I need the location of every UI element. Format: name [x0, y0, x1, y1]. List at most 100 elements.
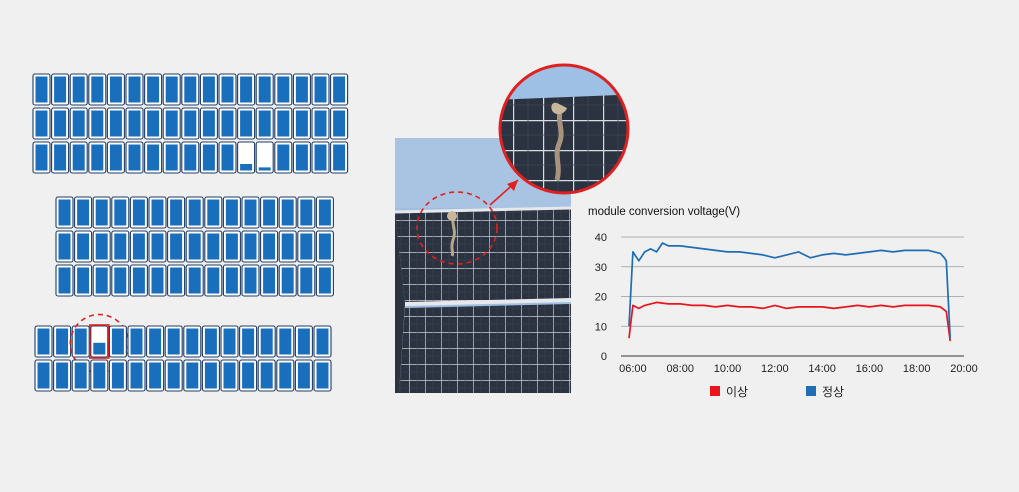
solar-cell	[330, 141, 349, 174]
bottom-array	[34, 313, 332, 392]
solar-cell	[111, 196, 130, 229]
solar-cell	[313, 359, 332, 392]
solar-cell	[111, 264, 130, 297]
solar-cell	[199, 73, 218, 106]
solar-cell	[181, 107, 200, 140]
solar-cell	[276, 359, 295, 392]
y-tick-label: 10	[595, 321, 607, 333]
solar-cell	[185, 264, 204, 297]
solar-cell	[88, 107, 107, 140]
x-tick-label: 08:00	[666, 363, 694, 375]
solar-cell	[55, 230, 74, 263]
x-axis-ticks: 06:00 08:00 10:00 12:00 14:00 16:00 18:00 20:00	[619, 363, 978, 375]
solar-cell	[88, 73, 107, 106]
solar-cell	[108, 359, 127, 392]
solar-cell	[278, 196, 297, 229]
solar-cell	[292, 141, 311, 174]
solar-cell	[69, 73, 88, 106]
solar-cell	[241, 264, 260, 297]
solar-cell	[315, 230, 334, 263]
solar-cell	[32, 141, 51, 174]
solar-panel-photo	[394, 63, 630, 393]
solar-cell	[90, 359, 109, 392]
solar-cell	[69, 141, 88, 174]
solar-cell	[260, 196, 279, 229]
solar-cell	[199, 141, 218, 174]
x-tick-label: 14:00	[808, 363, 836, 375]
solar-cell	[129, 230, 148, 263]
x-tick-label: 18:00	[903, 363, 931, 375]
solar-cell	[201, 325, 220, 358]
middle-array	[55, 196, 334, 297]
solar-cell	[241, 196, 260, 229]
solar-cell	[257, 359, 276, 392]
solar-cell	[297, 264, 316, 297]
solar-cell	[204, 264, 223, 297]
solar-cell	[185, 196, 204, 229]
solar-cell	[292, 73, 311, 106]
solar-cell	[144, 107, 163, 140]
solar-cell	[92, 264, 111, 297]
solar-cell	[74, 230, 93, 263]
solar-cell	[278, 230, 297, 263]
solar-cell	[292, 107, 311, 140]
legend-swatch-normal	[806, 386, 816, 396]
y-tick-label: 20	[595, 292, 607, 304]
zoom-magnifier	[500, 65, 628, 193]
chart-gridlines	[621, 236, 964, 357]
solar-cell	[330, 107, 349, 140]
solar-cell	[164, 359, 183, 392]
solar-cell	[241, 230, 260, 263]
x-tick-label: 10:00	[714, 363, 742, 375]
solar-cell	[167, 196, 186, 229]
legend-swatch-fault	[710, 386, 720, 396]
solar-cell	[297, 230, 316, 263]
solar-cell	[148, 196, 167, 229]
solar-cell	[274, 73, 293, 106]
solar-cell	[144, 141, 163, 174]
solar-cell	[260, 230, 279, 263]
solar-cell	[162, 107, 181, 140]
solar-cell	[71, 325, 90, 358]
solar-cell	[315, 264, 334, 297]
solar-cell	[239, 359, 258, 392]
solar-cell	[106, 73, 125, 106]
chart-legend: 이상 정상	[710, 385, 844, 399]
solar-cell	[220, 359, 239, 392]
solar-cell	[311, 73, 330, 106]
solar-cell	[218, 73, 237, 106]
solar-cell	[108, 325, 127, 358]
solar-cell	[218, 107, 237, 140]
solar-cell	[220, 325, 239, 358]
solar-cell	[55, 264, 74, 297]
solar-cell	[125, 141, 144, 174]
solar-cell	[204, 196, 223, 229]
solar-cell	[167, 230, 186, 263]
solar-cell	[127, 359, 146, 392]
solar-cell	[201, 359, 220, 392]
y-tick-label: 0	[601, 351, 607, 363]
solar-cell	[167, 264, 186, 297]
solar-cell	[146, 325, 165, 358]
solar-cell	[129, 264, 148, 297]
solar-cell	[92, 196, 111, 229]
solar-cell	[294, 325, 313, 358]
solar-cell	[185, 230, 204, 263]
fault-dashed-circle	[416, 191, 498, 265]
solar-cell	[144, 73, 163, 106]
solar-cell	[237, 73, 256, 106]
solar-cell	[148, 230, 167, 263]
top-array	[32, 73, 349, 174]
solar-cell	[125, 73, 144, 106]
solar-cell	[311, 141, 330, 174]
solar-cell-arrays	[32, 73, 349, 392]
x-tick-label: 16:00	[856, 363, 884, 375]
solar-cell	[218, 141, 237, 174]
y-tick-label: 40	[595, 232, 607, 244]
x-tick-label: 12:00	[761, 363, 789, 375]
x-tick-label: 20:00	[950, 363, 978, 375]
solar-cell	[74, 264, 93, 297]
series-line-normal	[628, 242, 952, 339]
solar-cell	[34, 359, 53, 392]
chart-series	[628, 242, 952, 342]
